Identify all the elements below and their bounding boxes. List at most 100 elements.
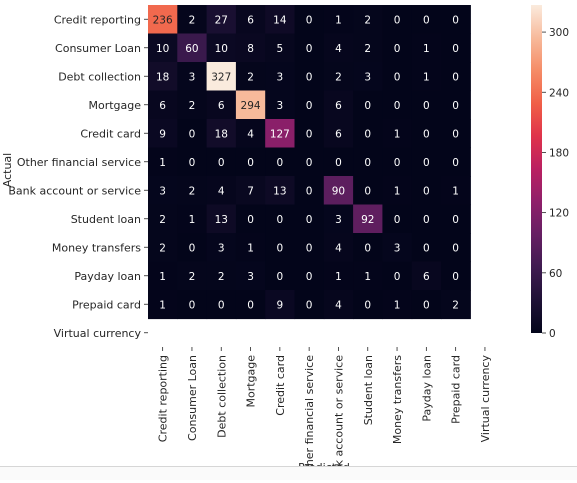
colorbar-tick-label: 0 (549, 328, 556, 340)
heatmap-cell (441, 33, 471, 63)
heatmap-cell (382, 90, 413, 120)
cell-value-label: 3 (277, 71, 284, 83)
cell-value-label: 0 (394, 157, 401, 169)
heatmap-cell (206, 290, 237, 320)
heatmap-cell (265, 261, 296, 291)
heatmap-cell (206, 90, 237, 120)
heatmap-cell (206, 204, 237, 234)
heatmap-cell (382, 261, 413, 291)
heatmap-cell (382, 176, 413, 206)
colorbar-tick-label: 60 (549, 268, 562, 280)
cell-value-label: 2 (335, 71, 342, 83)
heatmap-cell (382, 62, 413, 92)
cell-value-label: 1 (189, 214, 196, 226)
cell-value-label: 3 (364, 71, 371, 83)
col-tick-label: Student loan (362, 355, 375, 425)
row-tick-label: Student loan (71, 213, 141, 226)
cell-value-label: 1 (423, 71, 430, 83)
heatmap-cell (353, 204, 383, 234)
cell-value-label: 2 (189, 185, 196, 197)
cell-value-label: 0 (364, 157, 371, 169)
heatmap-cell (441, 261, 471, 291)
cell-value-label: 2 (452, 299, 459, 311)
heatmap-cell (353, 33, 383, 63)
heatmap-cell (265, 5, 296, 35)
heatmap-cell (353, 261, 383, 291)
cell-value-label: 0 (306, 157, 313, 169)
cell-value-label: 0 (423, 242, 430, 254)
heatmap-cell (323, 33, 354, 63)
heatmap-cell (353, 290, 383, 320)
col-tick-label: Money transfers (391, 355, 404, 444)
cell-value-label: 3 (277, 100, 284, 112)
cell-value-label: 2 (218, 271, 225, 283)
heatmap-cell (411, 90, 442, 120)
cell-value-label: 0 (452, 214, 459, 226)
cell-value-label: 294 (241, 100, 261, 112)
heatmap-cell (353, 90, 383, 120)
cell-value-label: 0 (306, 185, 313, 197)
cell-value-label: 6 (335, 100, 342, 112)
heatmap-cell (148, 90, 178, 120)
heatmap-cell (148, 119, 178, 149)
cell-value-label: 18 (215, 128, 228, 140)
cell-value-label: 0 (394, 71, 401, 83)
cell-value-label: 0 (423, 157, 430, 169)
heatmap-cell (411, 176, 442, 206)
cell-value-label: 0 (394, 214, 401, 226)
cell-value-label: 1 (159, 157, 166, 169)
heatmap-cell (294, 233, 325, 263)
heatmap-cell (148, 290, 178, 320)
cell-value-label: 0 (423, 100, 430, 112)
cell-value-label: 1 (423, 43, 430, 55)
heatmap-cell (235, 233, 266, 263)
cell-value-label: 4 (218, 185, 225, 197)
cell-value-label: 0 (189, 157, 196, 169)
window-bottom-strip (0, 466, 577, 480)
heatmap-cell (206, 176, 237, 206)
heatmap-cell (235, 261, 266, 291)
colorbar-tick-label: 120 (549, 208, 569, 220)
heatmap-cell (323, 176, 354, 206)
cell-value-label: 0 (364, 242, 371, 254)
heatmap-cell (411, 261, 442, 291)
heatmap-cell (323, 204, 354, 234)
heatmap-cell (148, 5, 178, 35)
cell-value-label: 0 (452, 43, 459, 55)
heatmap-cell (411, 5, 442, 35)
cell-value-label: 3 (218, 242, 225, 254)
row-tick-label: Virtual currency (54, 327, 142, 340)
heatmap-cell (148, 176, 178, 206)
heatmap-cell (206, 261, 237, 291)
heatmap-cell (294, 261, 325, 291)
cell-value-label: 0 (394, 271, 401, 283)
cell-value-label: 0 (394, 100, 401, 112)
cell-value-label: 1 (394, 185, 401, 197)
heatmap-cell (148, 261, 178, 291)
row-tick-label: Prepaid card (72, 298, 141, 311)
heatmap-cell (353, 119, 383, 149)
heatmap-cell (235, 33, 266, 63)
cell-value-label: 3 (394, 242, 401, 254)
cell-value-label: 0 (306, 242, 313, 254)
heatmap-cell (177, 119, 208, 149)
cell-value-label: 0 (247, 157, 254, 169)
heatmap-cell (265, 62, 296, 92)
heatmap-cell (294, 290, 325, 320)
heatmap-cell (294, 176, 325, 206)
heatmap-cell (206, 33, 237, 63)
cell-value-label: 2 (189, 271, 196, 283)
col-tick-label: Virtual currency (479, 355, 492, 443)
heatmap-cell (235, 119, 266, 149)
cell-value-label: 0 (189, 299, 196, 311)
heatmap-cell (441, 290, 471, 320)
heatmap-cell (382, 204, 413, 234)
cell-value-label: 3 (247, 271, 254, 283)
cell-value-label: 6 (159, 100, 166, 112)
cell-value-label: 0 (394, 43, 401, 55)
cell-value-label: 4 (335, 299, 342, 311)
heatmap-cell (353, 5, 383, 35)
heatmap-cell (323, 5, 354, 35)
